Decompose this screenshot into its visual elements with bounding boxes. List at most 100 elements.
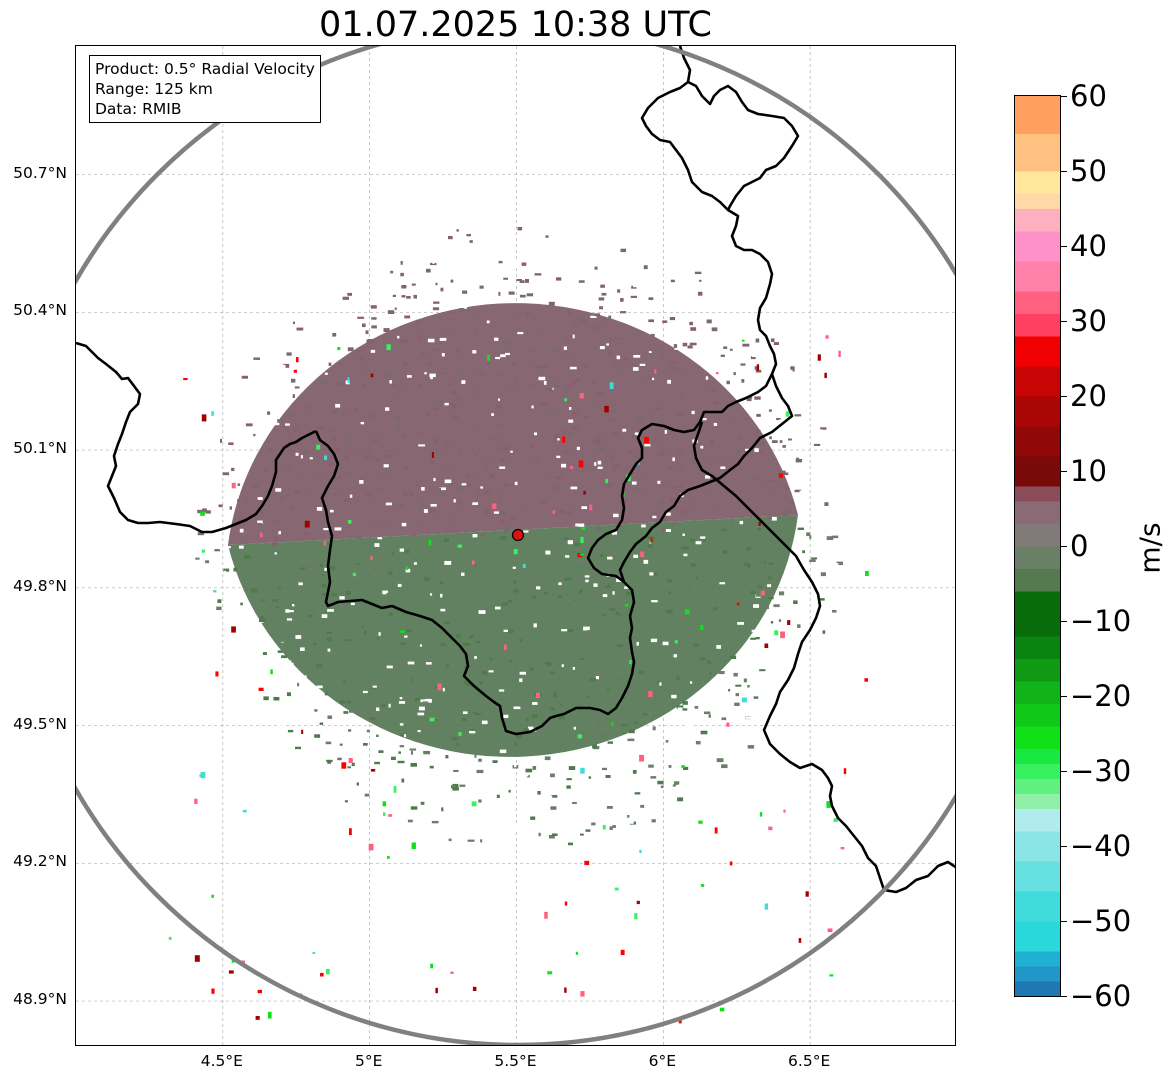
echo-outlier: [349, 828, 352, 836]
echo-pixel: [819, 429, 822, 434]
echo-pixel: [638, 670, 644, 674]
radar-site-marker[interactable]: [511, 528, 525, 542]
echo-pixel: [735, 450, 742, 454]
echo-pixel: [309, 457, 313, 460]
echo-pixel: [624, 498, 627, 503]
echo-pixel: [365, 330, 369, 334]
echo-pixel: [776, 599, 783, 603]
echo-pixel: [441, 493, 446, 497]
echo-pixel: [574, 235, 579, 239]
echo-pixel: [637, 798, 642, 802]
colorbar-band-0: [1015, 981, 1060, 996]
echo-pixel: [360, 709, 365, 714]
echo-pixel: [514, 481, 518, 486]
echo-pixel: [224, 570, 227, 574]
echo-pixel: [816, 578, 822, 582]
echo-pixel: [533, 623, 537, 628]
echo-pixel: [329, 651, 336, 655]
echo-pixel: [401, 295, 406, 298]
colorbar-tick-label-0: 60: [1070, 79, 1107, 113]
echo-pixel: [452, 787, 459, 791]
echo-pixel: [772, 535, 778, 540]
echo-pixel: [503, 714, 509, 718]
echo-pixel: [764, 479, 767, 483]
echo-outlier: [211, 894, 214, 898]
echo-pixel: [635, 415, 639, 419]
echo-pixel: [406, 629, 412, 633]
echo-pixel: [555, 844, 560, 848]
colorbar-tick-1: [1061, 170, 1067, 172]
echo-pixel: [570, 727, 574, 731]
echo-pixel: [711, 670, 715, 674]
echo-pixel: [379, 460, 382, 464]
echo-pixel: [814, 421, 822, 425]
echo-pixel: [700, 681, 704, 685]
echo-pixel: [723, 550, 728, 554]
radar-map[interactable]: [75, 45, 956, 1046]
echo-outlier: [805, 891, 809, 897]
echo-pixel: [239, 528, 244, 533]
echo-pixel: [415, 483, 418, 486]
echo-pixel: [479, 253, 483, 257]
echo-pixel: [267, 448, 274, 452]
echo-pixel: [438, 487, 441, 492]
echo-pixel: [401, 522, 407, 527]
echo-pixel: [288, 467, 293, 471]
echo-pixel: [502, 298, 507, 302]
echo-pixel: [718, 671, 725, 675]
echo-pixel: [534, 432, 537, 436]
echo-pixel: [729, 655, 737, 659]
radar-map-canvas: [76, 46, 955, 1045]
echo-pixel: [320, 324, 323, 328]
echo-pixel: [831, 535, 839, 539]
approaching-echo-region: [227, 515, 798, 757]
echo-pixel: [405, 549, 410, 554]
echo-pixel: [326, 637, 332, 642]
echo-pixel: [612, 469, 617, 473]
echo-pixel: [779, 440, 783, 443]
echo-pixel: [423, 750, 431, 755]
echo-pixel: [417, 524, 420, 528]
echo-pixel: [365, 454, 370, 459]
echo-pixel: [671, 292, 676, 297]
echo-pixel: [262, 652, 267, 655]
echo-pixel: [630, 295, 637, 298]
echo-pixel: [682, 533, 685, 536]
echo-pixel: [440, 372, 447, 375]
echo-outlier: [352, 572, 357, 577]
echo-pixel: [289, 450, 292, 453]
echo-pixel: [716, 370, 720, 373]
echo-outlier: [293, 369, 297, 373]
echo-pixel: [526, 505, 529, 509]
echo-pixel: [633, 683, 638, 686]
echo-pixel: [473, 284, 477, 287]
echo-pixel: [513, 379, 520, 383]
echo-pixel: [732, 538, 739, 542]
echo-pixel: [475, 713, 481, 716]
echo-pixel: [507, 629, 514, 633]
echo-pixel: [650, 776, 657, 779]
echo-pixel: [611, 431, 618, 435]
echo-pixel: [298, 582, 303, 586]
echo-pixel: [401, 285, 407, 289]
echo-pixel: [403, 492, 408, 496]
echo-pixel: [237, 499, 240, 502]
echo-pixel: [224, 547, 227, 552]
echo-pixel: [439, 581, 444, 585]
echo-pixel: [404, 315, 411, 319]
echo-pixel: [599, 306, 603, 310]
echo-pixel: [301, 747, 307, 751]
echo-outlier: [581, 527, 586, 530]
echo-pixel: [549, 835, 555, 839]
echo-pixel: [423, 509, 428, 513]
echo-pixel: [449, 511, 453, 514]
echo-pixel: [746, 567, 750, 571]
echo-pixel: [536, 586, 541, 590]
echo-pixel: [763, 561, 766, 564]
echo-pixel: [417, 730, 421, 733]
echo-pixel: [371, 325, 377, 329]
echo-pixel: [435, 399, 443, 403]
echo-pixel: [516, 279, 522, 281]
echo-pixel: [527, 264, 531, 268]
echo-pixel: [430, 376, 433, 380]
